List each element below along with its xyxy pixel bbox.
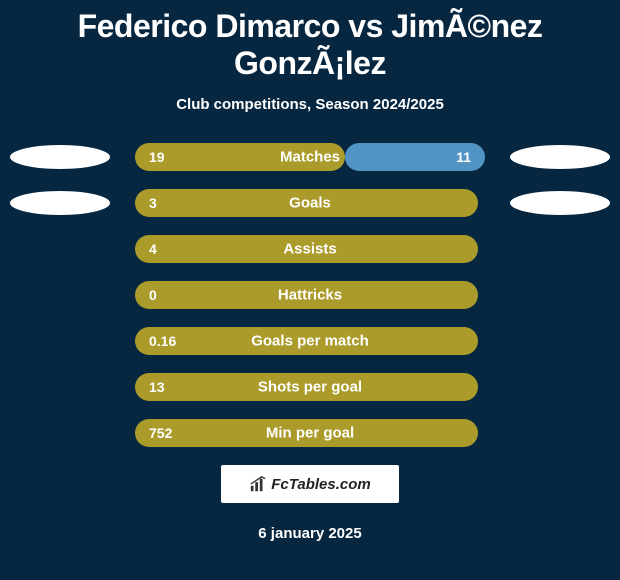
left-ellipse xyxy=(10,283,110,307)
stat-label: Matches xyxy=(280,149,340,166)
chart-icon xyxy=(249,475,267,493)
left-value: 752 xyxy=(149,425,172,441)
right-ellipse xyxy=(510,145,610,169)
bars-container: 19 11 Matches xyxy=(135,143,485,171)
date-text: 6 january 2025 xyxy=(0,525,620,542)
stat-row: 0 Hattricks xyxy=(10,281,610,309)
stat-label: Assists xyxy=(283,241,336,258)
bars-container: 4 Assists xyxy=(135,235,485,263)
logo-box: FcTables.com xyxy=(221,465,399,503)
right-bar: 11 xyxy=(345,143,485,171)
stat-row: 3 Goals xyxy=(10,189,610,217)
stat-row: 752 Min per goal xyxy=(10,419,610,447)
right-ellipse xyxy=(510,283,610,307)
stat-label: Min per goal xyxy=(266,425,354,442)
left-ellipse xyxy=(10,421,110,445)
bars-container: 752 Min per goal xyxy=(135,419,485,447)
stat-row: 4 Assists xyxy=(10,235,610,263)
stat-label: Goals per match xyxy=(251,333,369,350)
left-ellipse xyxy=(10,375,110,399)
page-title: Federico Dimarco vs JimÃ©nez GonzÃ¡lez xyxy=(0,0,620,82)
left-value: 19 xyxy=(149,149,165,165)
stat-label: Shots per goal xyxy=(258,379,362,396)
left-value: 0 xyxy=(149,287,157,303)
stat-label: Hattricks xyxy=(278,287,342,304)
right-value: 11 xyxy=(456,149,471,165)
right-ellipse xyxy=(510,421,610,445)
bars-container: 3 Goals xyxy=(135,189,485,217)
right-ellipse xyxy=(510,329,610,353)
stat-row: 13 Shots per goal xyxy=(10,373,610,401)
bars-container: 13 Shots per goal xyxy=(135,373,485,401)
subtitle: Club competitions, Season 2024/2025 xyxy=(0,96,620,113)
left-ellipse xyxy=(10,237,110,261)
right-ellipse xyxy=(510,237,610,261)
left-value: 13 xyxy=(149,379,165,395)
right-ellipse xyxy=(510,191,610,215)
stat-label: Goals xyxy=(289,195,331,212)
stat-row: 0.16 Goals per match xyxy=(10,327,610,355)
left-value: 3 xyxy=(149,195,157,211)
comparison-chart: 19 11 Matches 3 Goals 4 Assists 0 Hattricks 0.16 G… xyxy=(0,143,620,447)
left-ellipse xyxy=(10,329,110,353)
logo: FcTables.com xyxy=(249,475,370,493)
left-value: 4 xyxy=(149,241,157,257)
bars-container: 0 Hattricks xyxy=(135,281,485,309)
left-ellipse xyxy=(10,145,110,169)
stat-row: 19 11 Matches xyxy=(10,143,610,171)
bars-container: 0.16 Goals per match xyxy=(135,327,485,355)
logo-text: FcTables.com xyxy=(271,476,370,493)
right-ellipse xyxy=(510,375,610,399)
left-value: 0.16 xyxy=(149,333,176,349)
left-ellipse xyxy=(10,191,110,215)
